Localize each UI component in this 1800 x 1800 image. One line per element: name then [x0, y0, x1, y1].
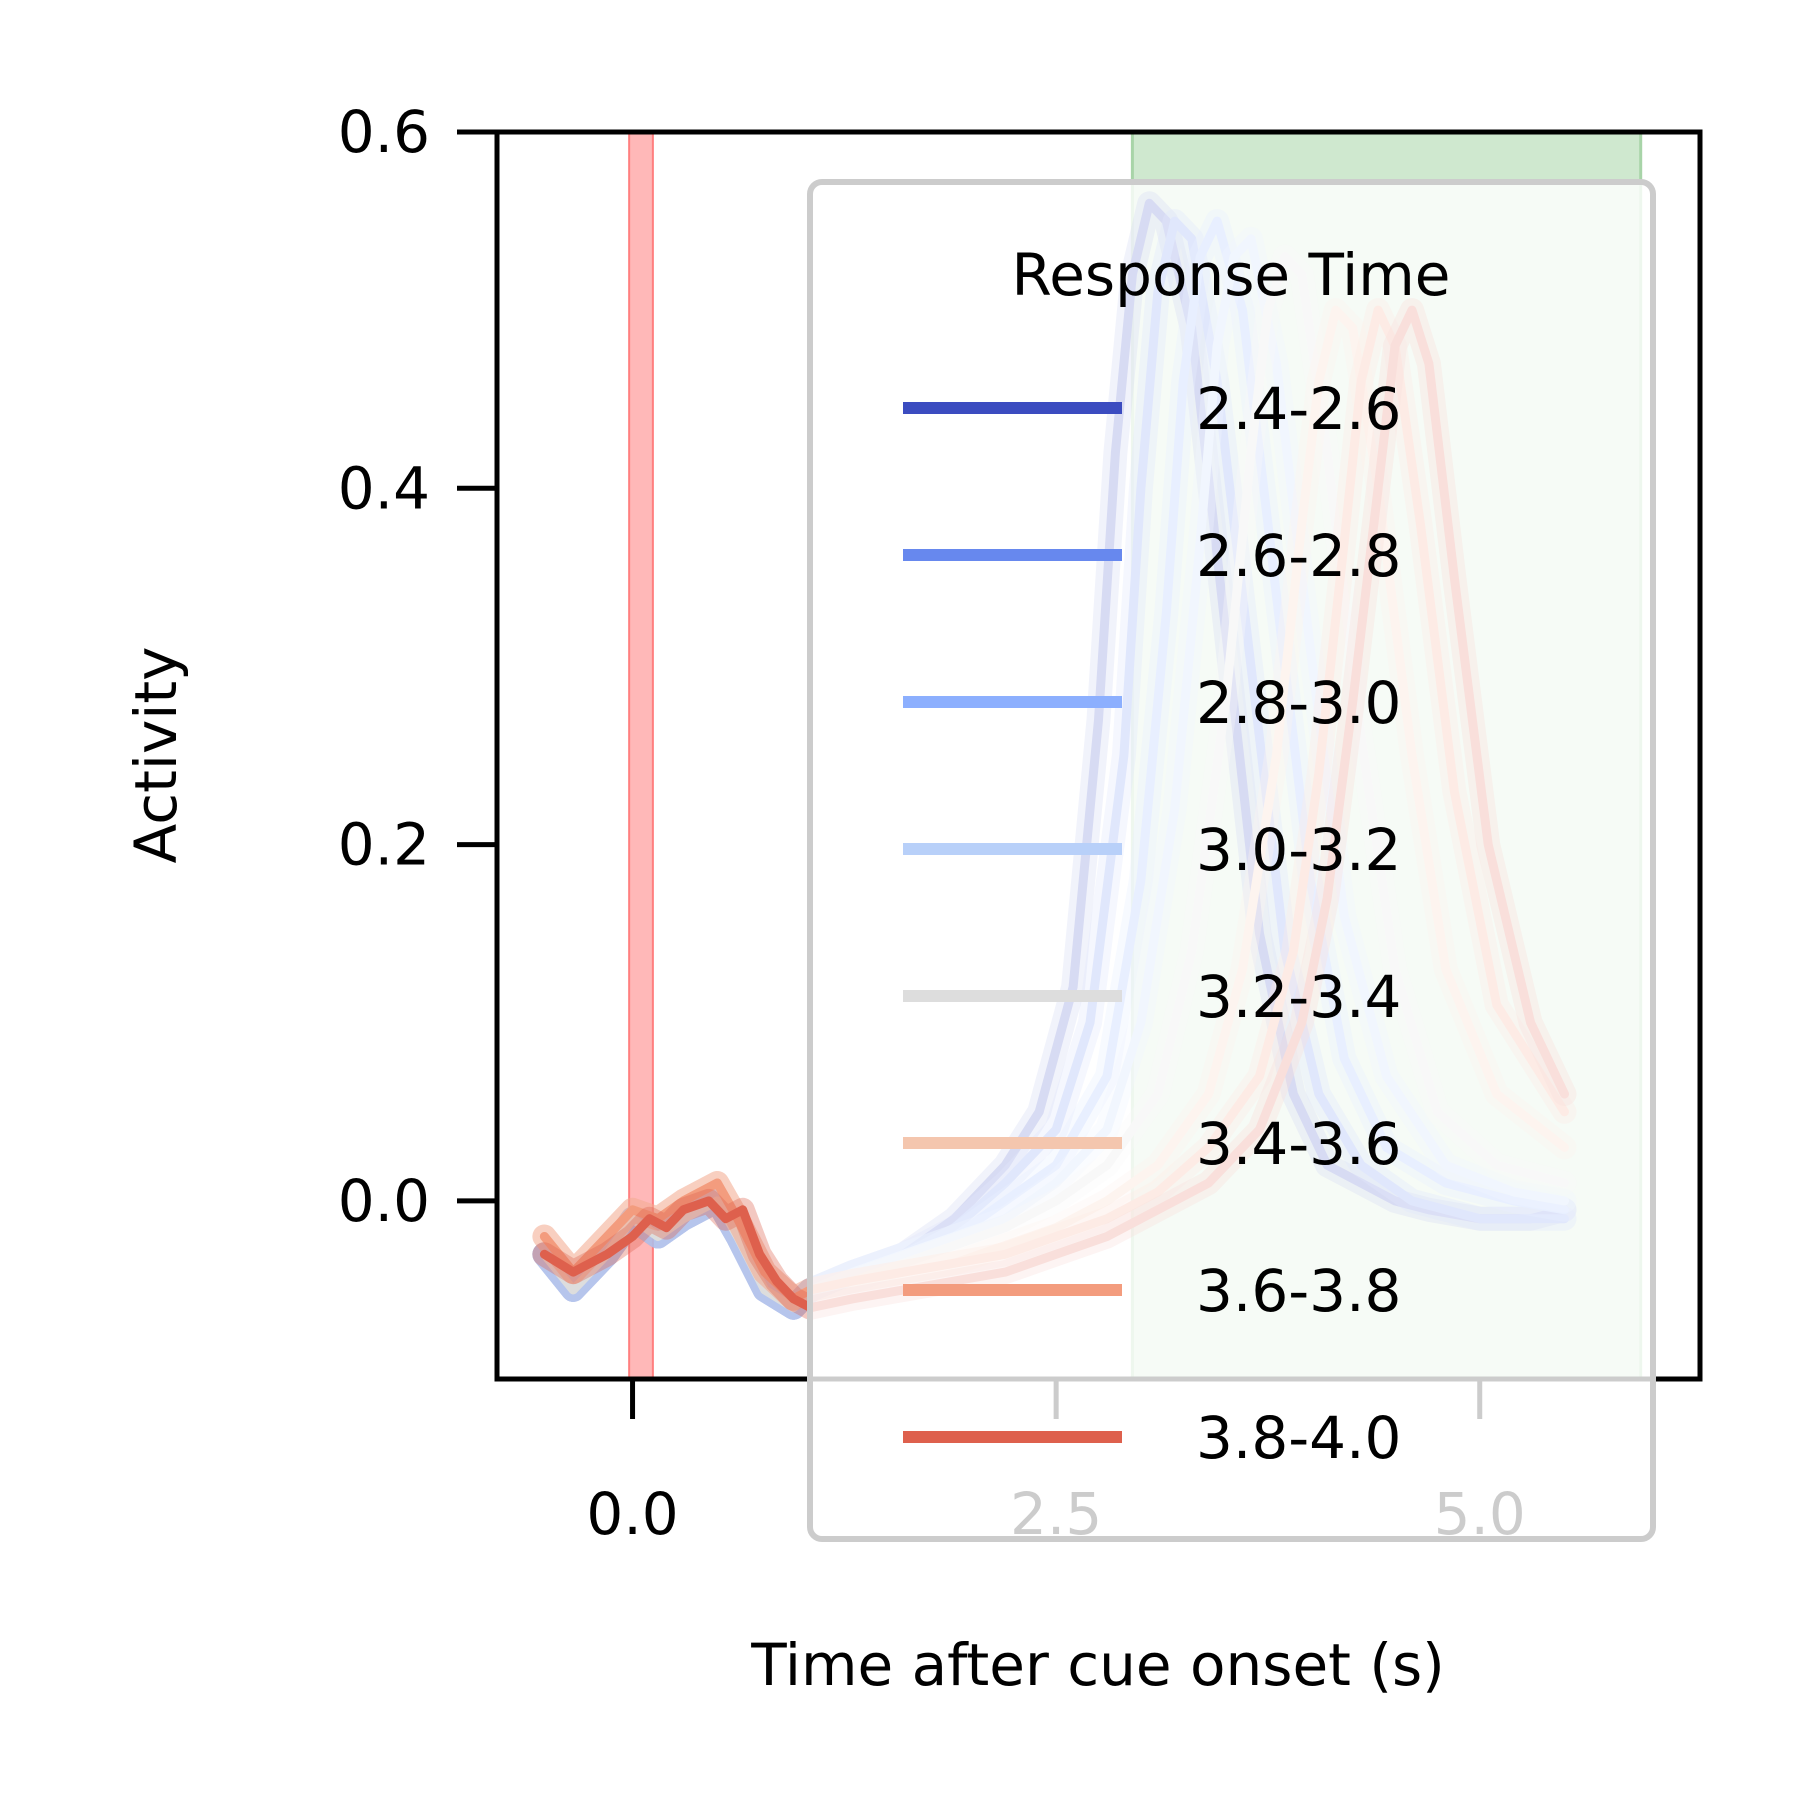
legend-label-3.2-3.4: 3.2-3.4: [1196, 963, 1401, 1031]
legend-items: 2.4-2.6 2.6-2.8 2.8-3.0 3.0-3.2 3.2-3.4 3.4-3…: [903, 375, 1401, 1472]
legend-label-3.6-3.8: 3.6-3.8: [1196, 1257, 1401, 1325]
y-tick-label: 0.4: [338, 454, 430, 522]
y-axis-title: Activity: [122, 647, 190, 864]
y-axis: 0.0 0.2 0.4 0.6: [338, 98, 497, 1235]
legend: Response Time 2.4-2.6 2.6-2.8 2.8-3.0 3.0-3…: [807, 179, 1656, 1542]
legend-label-3.8-4.0: 3.8-4.0: [1196, 1404, 1401, 1472]
legend-label-2.6-2.8: 2.6-2.8: [1196, 522, 1401, 590]
x-axis-title: Time after cue onset (s): [750, 1631, 1445, 1699]
y-tick-label: 0.6: [338, 98, 430, 166]
legend-title: Response Time: [1012, 241, 1451, 309]
legend-label-2.4-2.6: 2.4-2.6: [1196, 375, 1401, 443]
cue-onset-band: [628, 131, 654, 1380]
legend-label-3.4-3.6: 3.4-3.6: [1196, 1110, 1401, 1178]
y-tick-label: 0.2: [338, 811, 430, 879]
y-tick-label: 0.0: [338, 1167, 430, 1235]
legend-box: [807, 179, 1656, 1542]
x-tick-label: 0.0: [586, 1480, 678, 1548]
legend-label-2.8-3.0: 2.8-3.0: [1196, 669, 1401, 737]
legend-label-3.0-3.2: 3.0-3.2: [1196, 816, 1401, 884]
